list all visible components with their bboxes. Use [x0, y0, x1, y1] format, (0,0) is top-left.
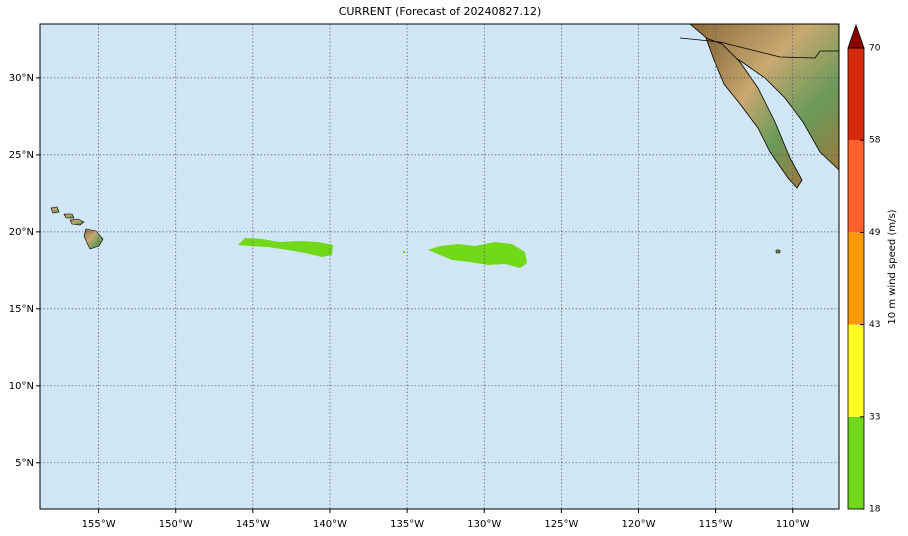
- island: [83, 228, 104, 250]
- x-tick-label: 155°W: [82, 519, 116, 530]
- colorbar-frame: [847, 47, 865, 510]
- map-frame: [39, 23, 840, 510]
- x-tick-label: 150°W: [159, 519, 193, 530]
- colorbar-band: [848, 324, 864, 417]
- map-title: CURRENT (Forecast of 20240827.12): [339, 5, 542, 18]
- baja-california: [705, 37, 803, 189]
- land-and-wind: [50, 24, 839, 268]
- y-tick-label: 20°N: [9, 227, 34, 238]
- colorbar-band: [848, 232, 864, 325]
- wind-area: [428, 242, 527, 268]
- y-tick-label: 10°N: [9, 381, 34, 392]
- ocean: [40, 24, 839, 509]
- colorbar-tick-label: 18: [869, 505, 881, 515]
- border: [679, 37, 839, 59]
- y-tick-label: 5°N: [15, 458, 34, 469]
- colorbar-label: 10 m wind speed (m/s): [887, 209, 898, 324]
- x-tick-label: 120°W: [621, 519, 655, 530]
- grid: [36, 24, 839, 513]
- island: [63, 213, 75, 219]
- colorbar-tick-label: 58: [869, 136, 881, 146]
- wind-area: [403, 251, 405, 253]
- colorbar-tick-label: 43: [869, 320, 880, 330]
- colorbar-band: [848, 48, 864, 141]
- y-tick-label: 15°N: [9, 304, 34, 315]
- colorbar-tick-label: 70: [869, 44, 881, 54]
- island: [50, 206, 60, 214]
- wind-area: [238, 238, 333, 257]
- colorbar-extend: [847, 23, 865, 49]
- y-tick-label: 30°N: [9, 73, 34, 84]
- colorbar-band: [848, 140, 864, 233]
- x-tick-label: 125°W: [544, 519, 578, 530]
- island: [69, 218, 85, 226]
- x-tick-label: 130°W: [467, 519, 501, 530]
- colorbar: 18 33 43 49 58 70: [847, 23, 881, 515]
- x-tick-label: 135°W: [390, 519, 424, 530]
- colorbar-tick-label: 33: [869, 412, 880, 422]
- x-tick-label: 145°W: [236, 519, 270, 530]
- island: [775, 249, 781, 254]
- x-tick-label: 140°W: [313, 519, 347, 530]
- y-tick-label: 25°N: [9, 150, 34, 161]
- x-tick-label: 115°W: [699, 519, 733, 530]
- colorbar-tick-label: 49: [869, 228, 881, 238]
- colorbar-band: [848, 416, 864, 509]
- x-tick-label: 110°W: [776, 519, 810, 530]
